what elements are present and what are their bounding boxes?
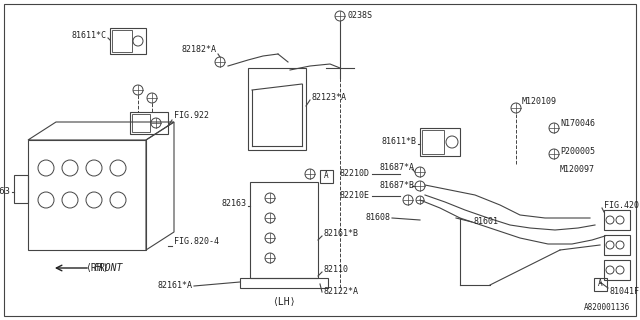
Text: 81611*C: 81611*C — [71, 31, 106, 41]
Text: A: A — [324, 172, 328, 180]
Text: 0238S: 0238S — [348, 12, 373, 20]
Text: FIG.922: FIG.922 — [174, 111, 209, 121]
Text: 81687*A: 81687*A — [379, 163, 414, 172]
Text: 82163: 82163 — [0, 188, 10, 196]
Text: 82123*A: 82123*A — [312, 93, 347, 102]
Text: N170046: N170046 — [560, 119, 595, 129]
Bar — [130, 112, 168, 134]
Bar — [250, 182, 318, 278]
Text: FIG.820-4: FIG.820-4 — [174, 237, 219, 246]
Text: 82161*A: 82161*A — [157, 282, 192, 291]
Text: ⟨LH⟩: ⟨LH⟩ — [272, 297, 296, 307]
Text: 81601: 81601 — [474, 218, 499, 227]
Bar — [604, 235, 630, 255]
Bar — [604, 260, 630, 280]
Text: A820001136: A820001136 — [584, 303, 630, 312]
Text: A: A — [598, 279, 602, 289]
Text: 82161*B: 82161*B — [324, 229, 359, 238]
Text: 81608: 81608 — [365, 213, 390, 222]
Bar — [420, 128, 460, 156]
Bar — [240, 278, 328, 288]
Text: 82110: 82110 — [324, 266, 349, 275]
Text: FRONT: FRONT — [94, 263, 124, 273]
Text: 81611*B: 81611*B — [381, 138, 416, 147]
Text: 81687*B: 81687*B — [379, 181, 414, 190]
Bar — [112, 30, 132, 52]
Text: FIG.420: FIG.420 — [604, 201, 639, 210]
Text: 82122*A: 82122*A — [324, 287, 359, 297]
Text: 81041F: 81041F — [610, 286, 640, 295]
Bar — [604, 210, 630, 230]
Text: P200005: P200005 — [560, 148, 595, 156]
Text: ⟨RH⟩: ⟨RH⟩ — [85, 263, 109, 273]
Text: M120109: M120109 — [522, 98, 557, 107]
Text: 82210D: 82210D — [340, 170, 370, 179]
Text: 82182*A: 82182*A — [181, 45, 216, 54]
Bar — [14, 175, 28, 203]
Text: 82163: 82163 — [221, 199, 246, 209]
Bar — [248, 68, 306, 150]
Bar — [110, 28, 146, 54]
Bar — [132, 114, 150, 132]
Text: 82210E: 82210E — [340, 191, 370, 201]
Text: M120097: M120097 — [560, 165, 595, 174]
Bar — [320, 170, 333, 183]
Bar — [594, 278, 607, 291]
Bar — [422, 130, 444, 154]
